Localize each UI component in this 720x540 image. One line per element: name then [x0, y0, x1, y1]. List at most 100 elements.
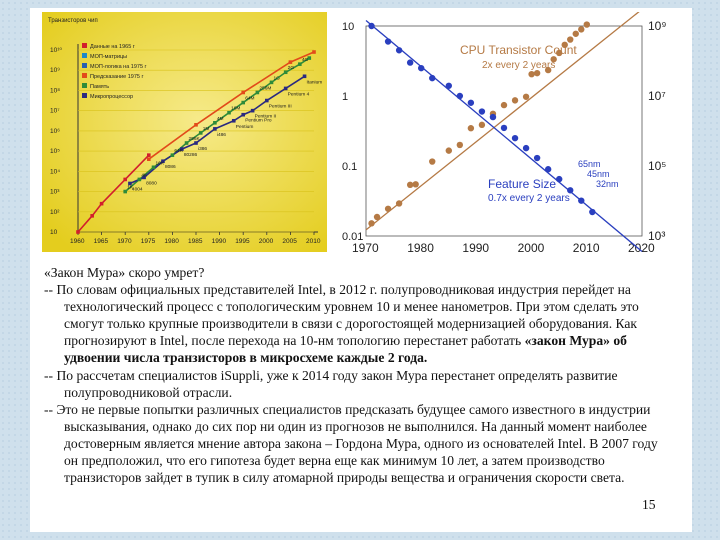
x-tick-label: 1990 [212, 238, 227, 245]
y-tick-label: 10⁵ [50, 148, 60, 155]
data-point [406, 59, 414, 66]
data-point [429, 74, 436, 82]
data-point [283, 86, 288, 91]
data-point [489, 113, 497, 121]
point-label: 2G [288, 65, 295, 71]
y-tick-label: 10⁹ [50, 67, 60, 74]
legend-marker [82, 93, 87, 98]
x-tick-label: 1970 [352, 241, 379, 255]
data-point [556, 175, 563, 183]
left-tick-label: 1 [342, 91, 348, 103]
data-point [180, 147, 184, 151]
point-label: Pentium [236, 124, 254, 130]
trend-line [365, 12, 640, 231]
paragraph-intel: -- По словам официальных представителей … [44, 281, 674, 366]
data-point [231, 118, 236, 123]
x-tick-label: 1990 [462, 241, 489, 255]
data-point [467, 99, 475, 106]
data-point [184, 141, 189, 145]
point-label: Pentium Pro [245, 118, 272, 124]
point-label: i386 [198, 146, 207, 152]
moore-law-chart-ru: Транзисторов чип 10 10² 10³ 10⁴ 10⁵ 10⁶ 10⁷ 10⁸… [42, 12, 327, 252]
data-point [567, 187, 574, 194]
data-point [556, 49, 563, 57]
legend-marker [82, 73, 87, 78]
point-label: 1K [127, 185, 134, 191]
point-label: 4004 [132, 186, 143, 192]
data-point [395, 47, 403, 54]
nm-label: 45nm [587, 169, 610, 179]
data-point [302, 74, 307, 79]
data-point [511, 134, 519, 142]
data-point [500, 101, 508, 109]
feature-title: Feature Size [488, 177, 556, 191]
x-tick-label: 1980 [407, 241, 434, 255]
data-point [544, 166, 552, 173]
data-point [373, 213, 381, 221]
data-point [137, 177, 142, 182]
x-tick-label: 1965 [94, 238, 109, 245]
data-point [265, 98, 269, 103]
point-label: Pentium III [269, 104, 292, 110]
y-tick-label: 10⁴ [50, 168, 60, 175]
point-label: 64M [245, 96, 254, 102]
nm-label: 65nm [578, 159, 601, 169]
point-label: Pentium II [255, 114, 277, 120]
point-label: 4G [302, 57, 309, 63]
data-point [241, 100, 245, 105]
data-point [412, 181, 419, 188]
data-point [567, 36, 574, 43]
point-label: 8080 [146, 180, 157, 186]
y-tick-label: 10¹⁰ [50, 47, 62, 54]
trend-line [365, 19, 643, 253]
x-tick-label: 1975 [141, 238, 156, 245]
point-label: 4K [141, 172, 148, 178]
paragraph-isuppli: -- По рассчетам специалистов iSuppli, уж… [44, 367, 618, 400]
y-tick-label: 10² [50, 209, 60, 216]
data-point [550, 56, 557, 63]
right-tick-label: 10³ [648, 229, 665, 243]
y-tick-label: 10⁷ [50, 108, 60, 115]
data-point [478, 108, 486, 115]
data-point [128, 181, 132, 186]
data-point [478, 121, 486, 129]
data-point [445, 147, 452, 154]
paragraph-intel-text: -- По словам официальных представителей … [44, 282, 639, 349]
data-point [161, 159, 165, 164]
point-label: 1G [274, 75, 281, 81]
data-point [589, 208, 596, 216]
legend-label: Память [90, 84, 109, 90]
data-point [99, 201, 104, 206]
chart-title: Транзисторов чип [48, 18, 98, 24]
x-tick-label: 2000 [518, 241, 545, 255]
data-point [312, 50, 316, 54]
data-point [151, 165, 156, 170]
left-tick-label: 0.1 [342, 161, 357, 173]
data-point [241, 90, 245, 95]
data-point [194, 141, 198, 145]
right-tick-label: 10⁹ [648, 19, 667, 33]
data-point [147, 157, 151, 161]
data-point [583, 21, 590, 28]
x-tick-label: 2005 [282, 238, 297, 245]
data-point [572, 30, 579, 37]
y-tick-label: 10³ [50, 189, 60, 196]
point-label: 4M [217, 116, 224, 122]
data-point [368, 220, 375, 227]
data-point [213, 127, 217, 131]
data-point [368, 22, 375, 30]
data-point [500, 124, 508, 132]
x-tick-label: 2010 [573, 241, 600, 255]
data-point [561, 41, 568, 49]
data-point [213, 121, 217, 125]
plot-frame [365, 25, 643, 237]
point-label: 80286 [184, 152, 198, 158]
legend-marker [82, 83, 87, 88]
data-point [578, 197, 585, 204]
data-point [511, 97, 519, 104]
data-point [522, 144, 530, 152]
data-point [418, 64, 425, 72]
x-tick-label: 1960 [70, 238, 85, 245]
data-point [456, 92, 464, 100]
